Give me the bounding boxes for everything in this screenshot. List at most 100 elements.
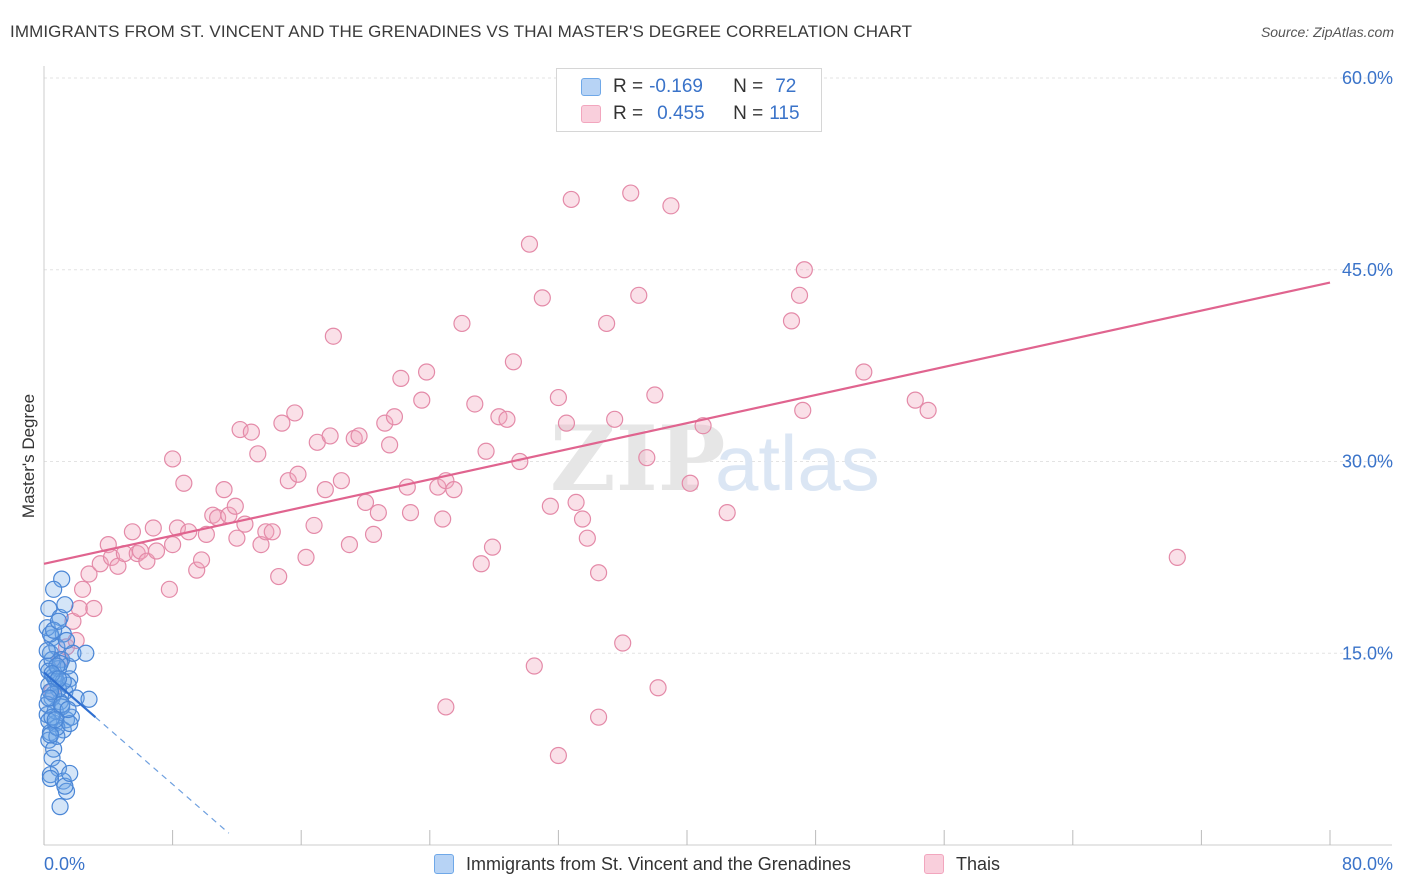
data-point [51,798,69,816]
data-point [80,690,98,708]
data-point [57,631,76,650]
legend-row-pink: R = 0.455 N = 115 [581,101,800,127]
data-point [321,427,339,445]
tick-labels: 15.0% 30.0% 45.0% 60.0% 0.0% 80.0% [44,68,1393,874]
data-point [598,314,616,333]
data-point [77,644,95,662]
legend-n-label: N = [733,103,764,124]
data-point [252,535,270,554]
legend-r-value-blue: -0.169 [649,76,703,97]
data-point [164,535,182,554]
data-point [782,312,801,330]
legend-r-label: R = [613,103,644,124]
data-point [297,548,315,566]
data-point [445,481,463,499]
data-point [48,727,66,745]
data-point [286,404,304,422]
data-point [533,289,551,307]
y-tick-label: 60.0% [1342,68,1393,88]
data-point [567,493,585,512]
data-point [614,634,632,652]
data-point [437,698,455,716]
data-point [279,472,297,490]
data-point [549,746,568,765]
data-point [472,555,490,573]
data-point [392,369,410,388]
data-point [350,427,368,445]
data-point [263,523,281,541]
data-point [520,235,539,253]
data-point [790,286,809,304]
chart-title: IMMIGRANTS FROM ST. VINCENT AND THE GREN… [10,22,913,41]
data-point [73,580,92,598]
thais-points [43,184,1186,765]
y-axis-label: Master's Degree [19,394,38,518]
data-point [123,523,142,541]
data-point [147,542,166,560]
data-point [215,481,233,499]
data-point [589,564,608,582]
data-point [466,395,484,413]
data-point [549,388,568,407]
data-point [160,580,178,598]
data-point [41,726,60,744]
trend-line-pink [43,281,1331,565]
data-point [364,525,383,543]
legend-n-value-pink: 115 [769,103,800,124]
data-point [662,197,680,215]
legend-r-value-pink: 0.455 [657,103,705,124]
data-point [401,504,420,522]
data-point [649,679,667,697]
data-point [41,769,60,788]
data-point [434,510,452,528]
legend-row-blue: R = -0.169 N = 72 [581,74,796,100]
data-point [578,529,596,547]
y-tick-label: 45.0% [1342,260,1393,280]
data-point [417,363,436,381]
data-point [646,386,664,404]
legend-r-label: R = [613,76,644,97]
data-point [80,565,98,583]
data-point [70,599,88,618]
legend-swatch-blue [581,78,601,96]
data-point [49,612,68,630]
data-point [369,504,387,522]
data-point [1168,548,1186,566]
data-point [257,523,275,541]
bottom-legend-swatch-pink [924,854,944,874]
source-label: Source: ZipAtlas.com [1260,24,1394,40]
data-point [85,599,103,618]
data-point [453,314,471,333]
data-point [562,190,580,209]
data-point [398,478,416,496]
bottom-legend-label-blue: Immigrants from St. Vincent and the Gren… [466,853,851,874]
data-point [541,497,559,515]
data-point [385,408,404,426]
data-point [718,504,736,522]
data-point [40,599,58,618]
data-point [589,708,608,726]
data-point [681,474,699,492]
data-point [332,472,350,490]
bottom-legend-swatch-blue [434,854,454,874]
data-point [226,497,244,515]
data-point [381,436,399,454]
data-point [168,519,187,537]
trend-lines [43,281,1331,834]
data-point [345,429,363,448]
data-point [231,420,249,439]
data-point [56,596,74,614]
bottom-legend-pink: Thais [924,850,1000,878]
x-tick-label: 0.0% [44,854,85,874]
watermark-atlas: atlas [715,419,880,507]
data-point [270,567,288,586]
data-point [630,286,648,304]
data-point [59,700,77,719]
data-point [56,777,74,795]
data-point [919,401,937,419]
data-point [855,363,873,381]
data-point [43,708,61,726]
data-point [45,621,63,639]
data-point [340,535,359,554]
